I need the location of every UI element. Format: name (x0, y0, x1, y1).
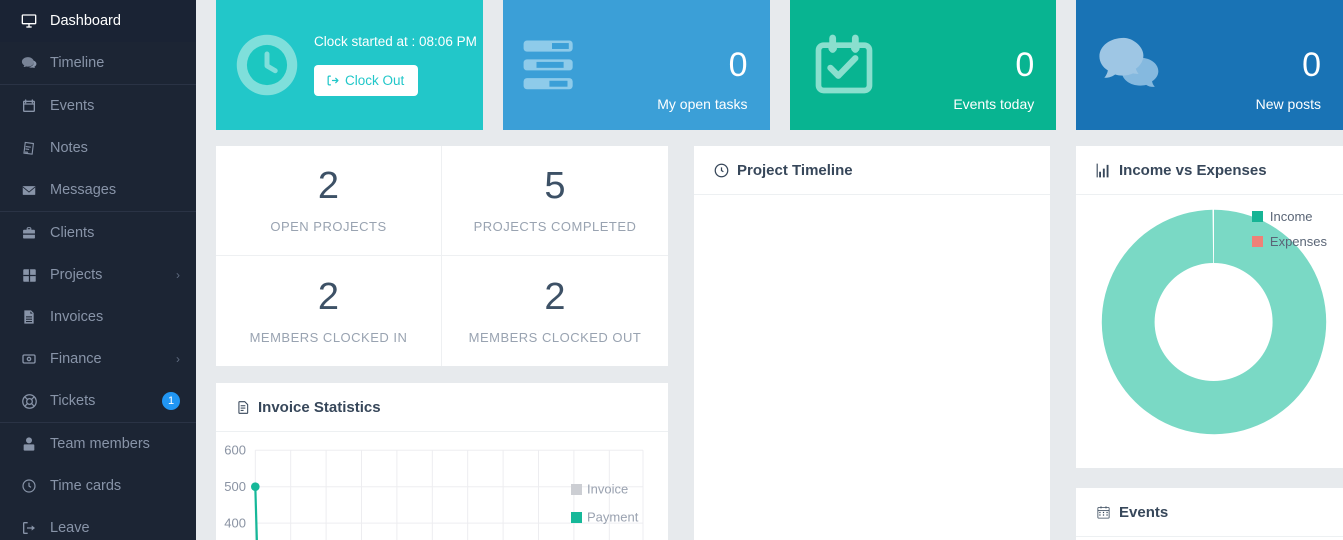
svg-text:500: 500 (224, 479, 246, 494)
svg-text:400: 400 (224, 516, 246, 531)
svg-text:Invoice: Invoice (587, 482, 628, 497)
svg-text:Payment: Payment (587, 510, 639, 525)
svg-text:600: 600 (224, 443, 246, 458)
